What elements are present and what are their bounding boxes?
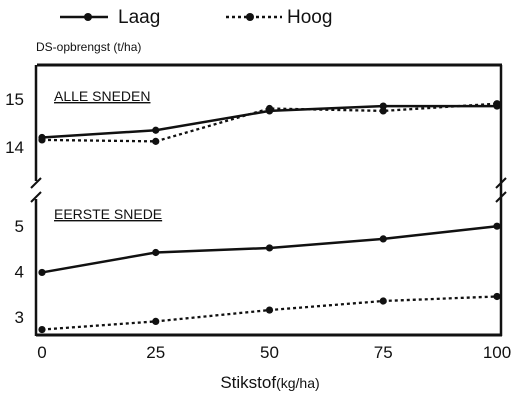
data-point-laag	[152, 248, 160, 257]
data-point-hoog	[38, 136, 46, 144]
panel-annotation-top: ALLE SNEDEN	[54, 88, 150, 104]
x-tick-label: 100	[483, 343, 511, 362]
x-axis-label-main: Stikstof	[220, 373, 276, 392]
y-tick-label: 15	[5, 90, 24, 109]
data-point-laag	[38, 268, 46, 277]
legend-marker-laag	[84, 13, 92, 21]
data-point-hoog	[379, 107, 387, 115]
data-point-laag	[265, 244, 274, 252]
frame-right-break-mark	[495, 191, 507, 203]
data-point-laag	[493, 222, 501, 230]
data-point-hoog	[493, 292, 501, 301]
data-point-laag	[379, 235, 387, 243]
y-ticks: 14 15 3 4 5	[5, 90, 24, 327]
series	[38, 100, 501, 334]
x-tick-label: 50	[260, 343, 279, 362]
y-tick-label: 3	[15, 308, 24, 327]
y-axis-label: DS-opbrengst (t/ha)	[36, 40, 141, 54]
x-axis-label-unit: (kg/ha)	[276, 375, 320, 391]
x-tick-label: 0	[37, 343, 46, 362]
data-point-hoog	[152, 317, 160, 325]
data-point-hoog	[379, 297, 387, 305]
data-point-hoog	[265, 306, 274, 314]
y-tick-label: 4	[15, 263, 24, 282]
frame-right-break-mark	[495, 177, 507, 189]
panel-annotation-bottom: EERSTE SNEDE	[54, 206, 162, 222]
data-point-hoog	[152, 137, 160, 145]
legend-label-hoog: Hoog	[287, 7, 332, 28]
data-point-hoog	[265, 104, 274, 113]
legend: Laag Hoog	[60, 7, 332, 28]
y-tick-label: 5	[15, 217, 24, 236]
plot-frame	[30, 63, 507, 337]
axis-break-mark	[30, 177, 42, 189]
x-tick-label: 75	[374, 343, 393, 362]
x-axis-label: Stikstof(kg/ha)	[220, 373, 319, 392]
x-tick-label: 25	[146, 343, 165, 362]
y-tick-label: 14	[5, 138, 24, 157]
data-point-hoog	[38, 325, 46, 334]
data-point-laag	[152, 126, 160, 134]
data-point-hoog	[493, 100, 501, 108]
x-ticks: 0 25 50 75 100	[37, 343, 511, 362]
legend-marker-hoog	[246, 13, 254, 21]
axis-break-mark	[30, 191, 42, 203]
legend-label-laag: Laag	[118, 7, 160, 28]
